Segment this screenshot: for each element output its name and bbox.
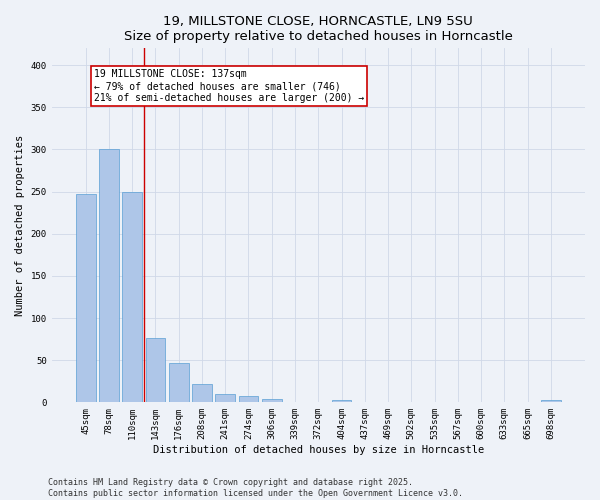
Bar <box>146 338 166 402</box>
Text: Contains HM Land Registry data © Crown copyright and database right 2025.
Contai: Contains HM Land Registry data © Crown c… <box>48 478 463 498</box>
Bar <box>169 362 188 403</box>
Bar <box>76 194 95 402</box>
Bar <box>122 192 142 402</box>
Title: 19, MILLSTONE CLOSE, HORNCASTLE, LN9 5SU
Size of property relative to detached h: 19, MILLSTONE CLOSE, HORNCASTLE, LN9 5SU… <box>124 15 513 43</box>
Y-axis label: Number of detached properties: Number of detached properties <box>15 134 25 316</box>
Bar <box>332 400 352 402</box>
Bar <box>262 399 281 402</box>
Bar <box>192 384 212 402</box>
X-axis label: Distribution of detached houses by size in Horncastle: Distribution of detached houses by size … <box>152 445 484 455</box>
Text: 19 MILLSTONE CLOSE: 137sqm
← 79% of detached houses are smaller (746)
21% of sem: 19 MILLSTONE CLOSE: 137sqm ← 79% of deta… <box>94 70 364 102</box>
Bar <box>541 400 561 402</box>
Bar <box>239 396 259 402</box>
Bar <box>99 150 119 402</box>
Bar <box>215 394 235 402</box>
